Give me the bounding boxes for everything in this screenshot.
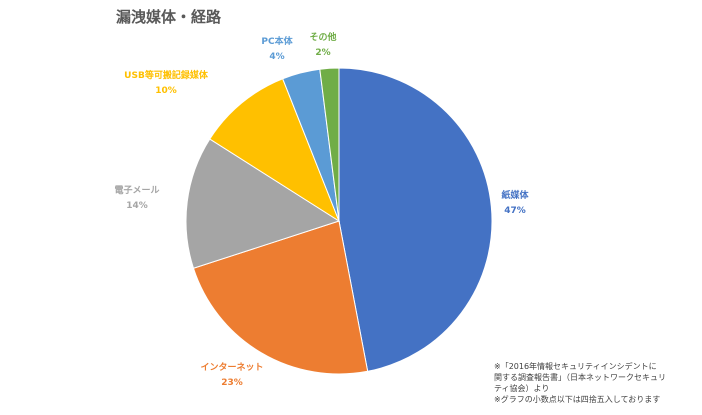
footnote-block: ※「2016年情報セキュリティインシデントに 関する調査報告書」（日本ネットワー… bbox=[494, 361, 699, 405]
footnote-line-1: ※「2016年情報セキュリティインシデントに bbox=[494, 362, 657, 371]
pie-slice-3 bbox=[209, 78, 341, 223]
slice-value-label-5: 2% bbox=[315, 48, 330, 58]
footnote-line-4: ※グラフの小数点以下は四捨五入しております bbox=[494, 395, 661, 404]
slice-value-label-1: 23% bbox=[221, 378, 243, 388]
slice-value-label-3: 10% bbox=[155, 86, 177, 96]
pie-slice-5 bbox=[319, 67, 340, 222]
slice-category-label-1: インターネット bbox=[200, 361, 263, 373]
pie-slice-2 bbox=[185, 138, 341, 269]
slice-category-label-4: PC本体 bbox=[261, 35, 293, 47]
slice-category-label-0: 紙媒体 bbox=[501, 189, 529, 201]
slice-category-label-2: 電子メール bbox=[114, 185, 159, 196]
slice-value-label-0: 47% bbox=[504, 206, 526, 216]
chart-title: 漏洩媒体・経路 bbox=[116, 8, 222, 26]
slice-category-label-5: その他 bbox=[309, 31, 336, 43]
footnote-line-2: 関する調査報告書」（日本ネットワークセキュリ bbox=[494, 373, 666, 382]
slice-value-label-4: 4% bbox=[269, 52, 284, 62]
pie-slice-0 bbox=[338, 67, 493, 372]
footnote-line-3: ティ協会）より bbox=[494, 384, 550, 393]
slice-value-label-2: 14% bbox=[126, 201, 148, 211]
pie-slice-1 bbox=[192, 220, 369, 375]
slice-category-label-3: USB等可搬記録媒体 bbox=[124, 69, 209, 81]
